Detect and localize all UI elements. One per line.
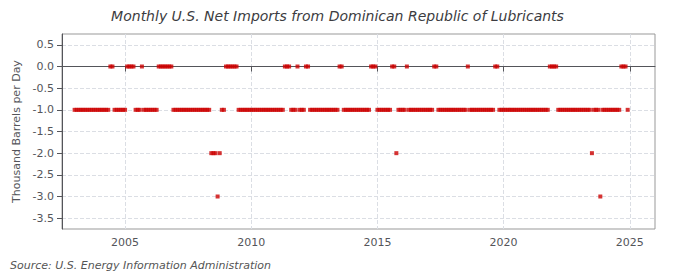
svg-text:-1.0: -1.0 [33, 103, 54, 116]
svg-text:Thousand Barrels per Day: Thousand Barrels per Day [10, 60, 23, 204]
svg-text:Source: U.S. Energy Informatio: Source: U.S. Energy Information Administ… [10, 259, 271, 272]
svg-text:2025: 2025 [616, 236, 644, 249]
svg-text:-3.0: -3.0 [33, 190, 54, 203]
svg-text:0.0: 0.0 [37, 60, 55, 73]
svg-text:2010: 2010 [237, 236, 265, 249]
svg-text:Monthly U.S. Net Imports from: Monthly U.S. Net Imports from Dominican … [111, 8, 564, 24]
svg-text:0.5: 0.5 [37, 38, 55, 51]
svg-text:-1.5: -1.5 [33, 125, 54, 138]
svg-text:2020: 2020 [490, 236, 518, 249]
svg-text:-2.5: -2.5 [33, 168, 54, 181]
svg-text:-0.5: -0.5 [33, 82, 54, 95]
svg-text:-2.0: -2.0 [33, 147, 54, 160]
svg-text:-3.5: -3.5 [33, 212, 54, 225]
svg-text:2005: 2005 [111, 236, 139, 249]
svg-text:2015: 2015 [363, 236, 391, 249]
